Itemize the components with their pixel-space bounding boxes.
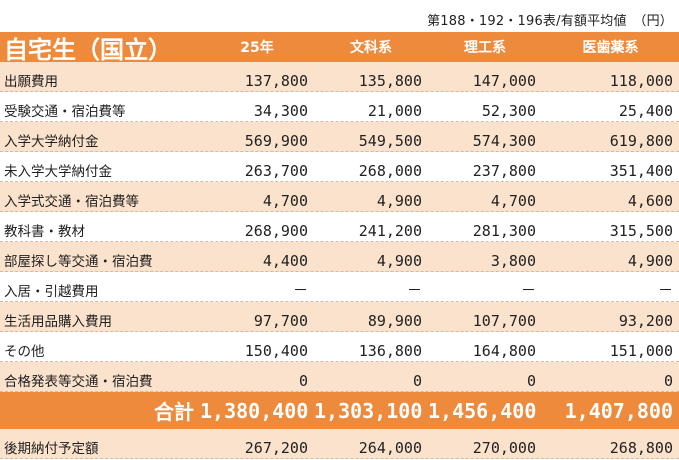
row-label: 教科書・教材 — [4, 224, 85, 240]
cell-value: 107,700 — [472, 312, 536, 330]
cell-value: 268,000 — [358, 162, 422, 180]
row-label: 出願費用 — [4, 74, 58, 90]
row-label: 部屋探し等交通・宿泊費 — [4, 254, 153, 270]
table-row: 未入学大学納付金 263,700 268,000 237,800 351,400 — [0, 152, 679, 182]
cell-value: 268,900 — [244, 222, 308, 240]
cell-value: 241,200 — [358, 222, 422, 240]
table-row: 部屋探し等交通・宿泊費 4,400 4,900 3,800 4,900 — [0, 242, 679, 272]
cell-value: 315,500 — [609, 222, 673, 240]
row-label: 入学大学納付金 — [4, 134, 99, 150]
cell-value: 267,200 — [244, 439, 308, 457]
cell-value: － — [406, 281, 422, 299]
table-caption: 第188・192・196表/有額平均値 （円） — [427, 14, 673, 29]
cell-value: － — [292, 281, 308, 299]
cell-value: 0 — [298, 372, 308, 390]
cell-value: 4,600 — [627, 192, 673, 210]
cell-value: 268,800 — [609, 439, 673, 457]
table-row: 教科書・教材 268,900 241,200 281,300 315,500 — [0, 212, 679, 242]
table-row: 入学式交通・宿泊費等 4,700 4,900 4,700 4,600 — [0, 182, 679, 212]
cell-value: 4,400 — [262, 252, 308, 270]
cell-value: 118,000 — [609, 72, 673, 90]
row-label: 入居・引越費用 — [4, 284, 99, 300]
total-value: 1,456,400 — [428, 398, 537, 423]
total-label: 合計 — [154, 400, 194, 424]
cell-value: 21,000 — [367, 102, 422, 120]
cell-value: 25,400 — [618, 102, 673, 120]
cell-value: 4,900 — [376, 252, 422, 270]
cell-value: 237,800 — [472, 162, 536, 180]
table-title: 自宅生（国立） — [4, 35, 172, 64]
cell-value: 89,900 — [367, 312, 422, 330]
column-header-year: 25年 — [240, 40, 274, 56]
row-label: その他 — [4, 344, 45, 360]
cell-value: 135,800 — [358, 72, 422, 90]
cell-value: 0 — [526, 372, 536, 390]
table-row: その他 150,400 136,800 164,800 151,000 — [0, 332, 679, 362]
cell-value: 147,000 — [472, 72, 536, 90]
cell-value: 164,800 — [472, 342, 536, 360]
column-header-science: 理工系 — [464, 40, 506, 56]
cell-value: 151,000 — [609, 342, 673, 360]
cell-value: － — [657, 281, 673, 299]
total-value: 1,380,400 — [200, 398, 309, 423]
cell-value: 0 — [412, 372, 422, 390]
table-row: 受験交通・宿泊費等 34,300 21,000 52,300 25,400 — [0, 92, 679, 122]
total-value: 1,407,800 — [564, 398, 673, 423]
cell-value: 4,900 — [627, 252, 673, 270]
row-label: 後期納付予定額 — [4, 441, 99, 457]
cell-value: 264,000 — [358, 439, 422, 457]
total-row: 合計 1,380,400 1,303,100 1,456,400 1,407,8… — [0, 392, 679, 429]
cell-value: 281,300 — [472, 222, 536, 240]
cell-value: 351,400 — [609, 162, 673, 180]
cell-value: 4,900 — [376, 192, 422, 210]
table-header: 自宅生（国立） 25年 文科系 理工系 医歯薬系 — [0, 32, 679, 64]
cell-value: 270,000 — [472, 439, 536, 457]
cell-value: 136,800 — [358, 342, 422, 360]
table-row: 入居・引越費用 － － － － — [0, 272, 679, 302]
cell-value: 569,900 — [244, 132, 308, 150]
row-label: 受験交通・宿泊費等 — [4, 104, 126, 120]
cell-value: 574,300 — [472, 132, 536, 150]
table-row: 合格発表等交通・宿泊費 0 0 0 0 — [0, 362, 679, 392]
cell-value: 619,800 — [609, 132, 673, 150]
column-header-medical: 医歯薬系 — [582, 40, 639, 56]
row-label: 合格発表等交通・宿泊費 — [4, 374, 153, 390]
cell-value: 3,800 — [490, 252, 536, 270]
cell-value: 97,700 — [253, 312, 308, 330]
cost-table: 自宅生（国立） 25年 文科系 理工系 医歯薬系 出願費用 137,800 135,… — [0, 32, 679, 459]
row-label: 入学式交通・宿泊費等 — [4, 194, 139, 210]
cell-value: 93,200 — [618, 312, 673, 330]
deferred-payment-row: 後期納付予定額 267,200 264,000 270,000 268,800 — [0, 429, 679, 459]
cell-value: 34,300 — [253, 102, 308, 120]
table-row: 出願費用 137,800 135,800 147,000 118,000 — [0, 62, 679, 92]
cell-value: 52,300 — [481, 102, 536, 120]
table-row: 生活用品購入費用 97,700 89,900 107,700 93,200 — [0, 302, 679, 332]
cell-value: 0 — [663, 372, 673, 390]
row-label: 未入学大学納付金 — [4, 164, 112, 180]
cell-value: 549,500 — [358, 132, 422, 150]
cell-value: 263,700 — [244, 162, 308, 180]
row-label: 生活用品購入費用 — [4, 314, 112, 330]
table-row: 入学大学納付金 569,900 549,500 574,300 619,800 — [0, 122, 679, 152]
total-value: 1,303,100 — [314, 398, 423, 423]
cell-value: 4,700 — [262, 192, 308, 210]
cell-value: 150,400 — [244, 342, 308, 360]
column-header-humanities: 文科系 — [350, 40, 392, 56]
cell-value: 4,700 — [490, 192, 536, 210]
cell-value: － — [520, 281, 536, 299]
cell-value: 137,800 — [244, 72, 308, 90]
